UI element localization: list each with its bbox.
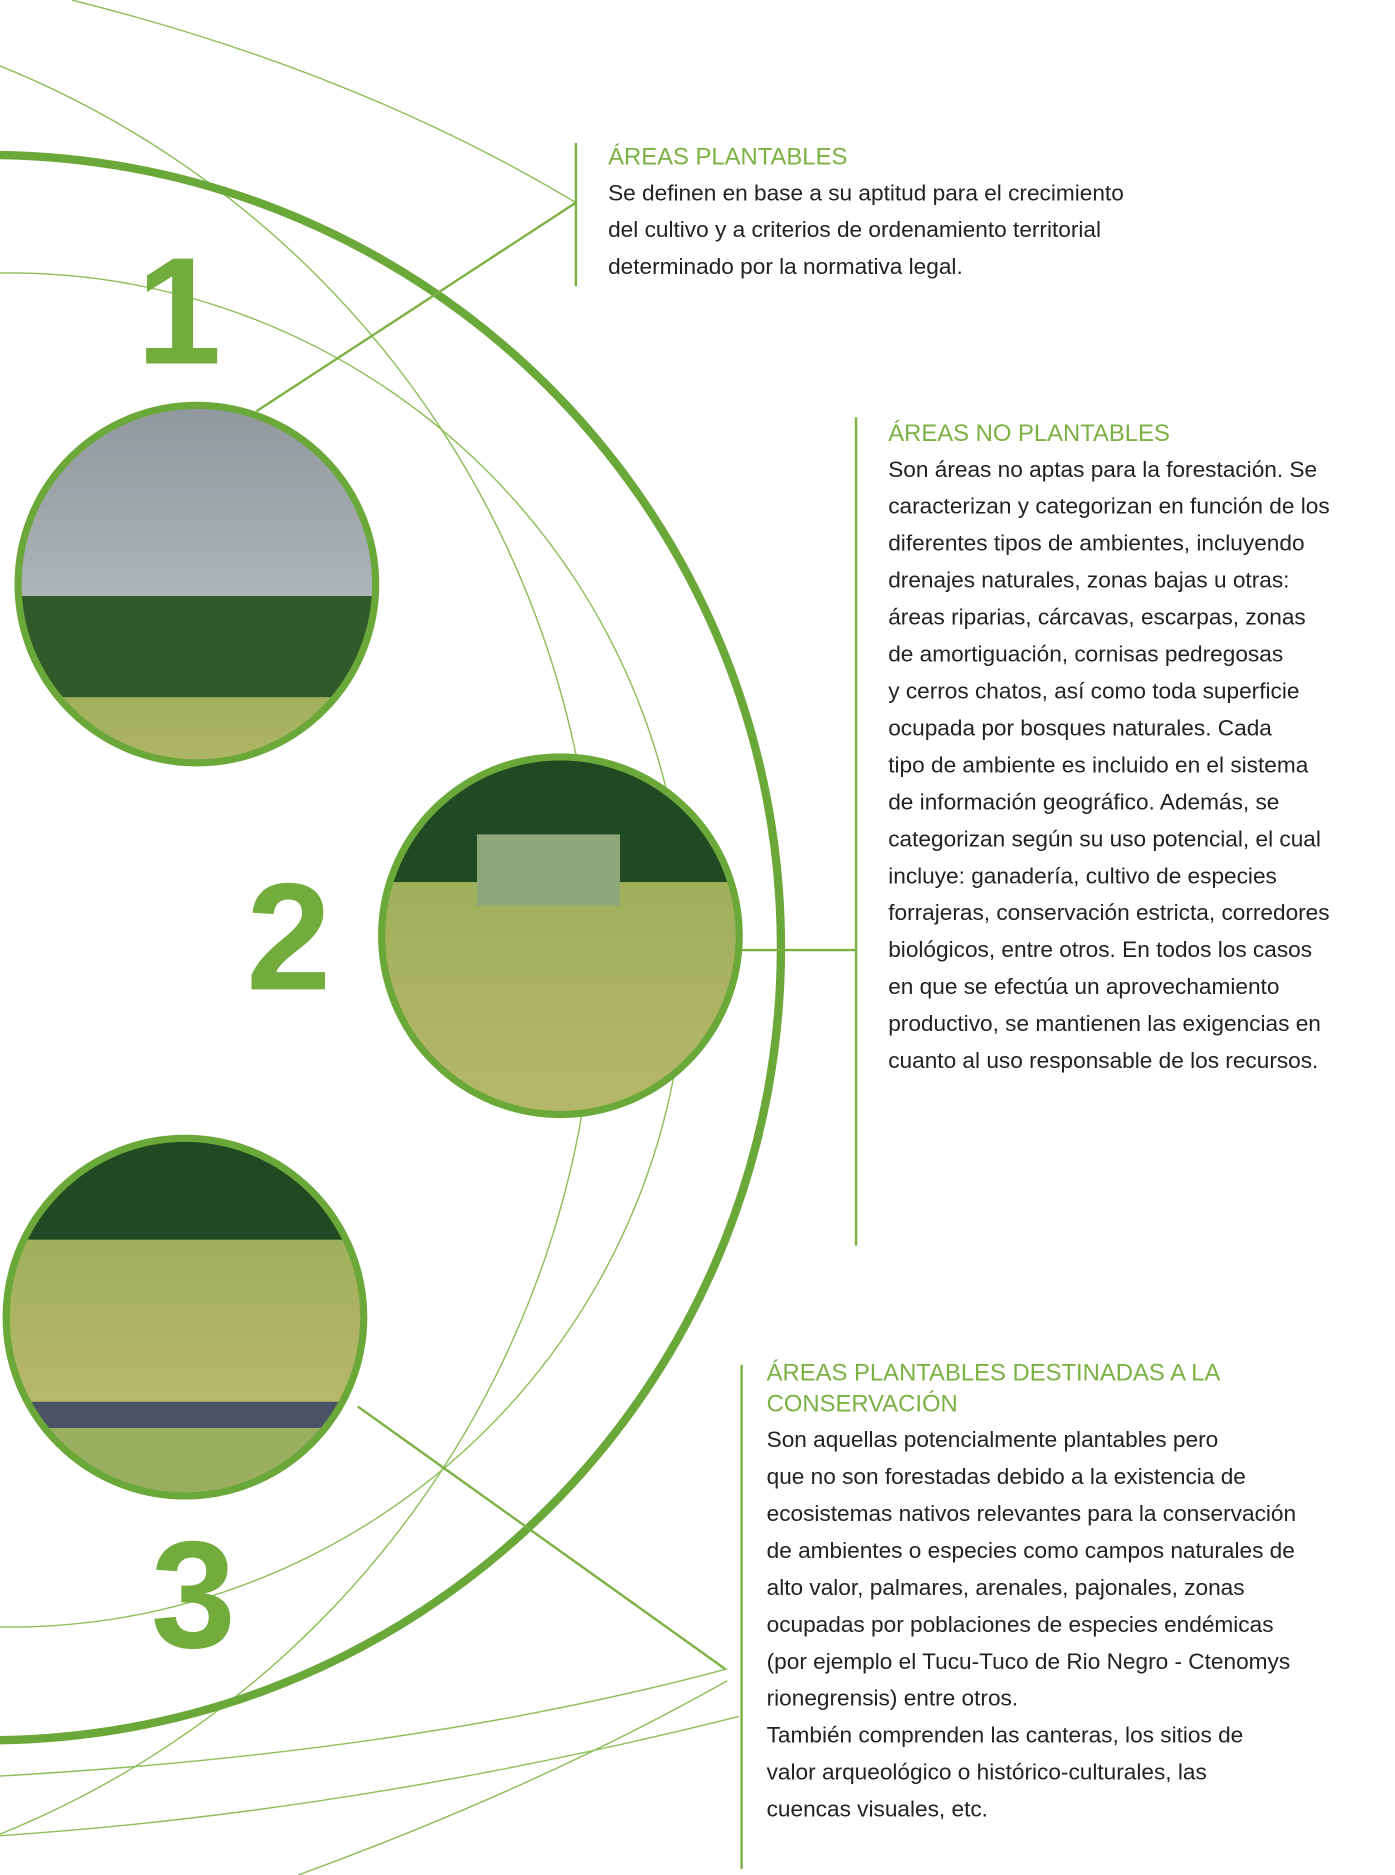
section-heading: ÁREAS PLANTABLES DESTINADAS A LA xyxy=(767,1359,1221,1386)
body-line: caracterizan y categorizan en función de… xyxy=(888,494,1329,519)
section-heading: ÁREAS NO PLANTABLES xyxy=(888,420,1170,447)
body-line: valor arqueológico o histórico-culturale… xyxy=(767,1760,1207,1785)
body-line: determinado por la normativa legal. xyxy=(608,254,963,279)
body-line: forrajeras, conservación estricta, corre… xyxy=(888,900,1329,925)
body-line: rionegrensis) entre otros. xyxy=(767,1686,1019,1711)
body-line: de información geográfico. Además, se xyxy=(888,789,1279,814)
body-line: y cerros chatos, así como toda superfici… xyxy=(888,679,1299,704)
body-line: cuanto al uso responsable de los recurso… xyxy=(888,1048,1318,1073)
section-number: 2 xyxy=(246,852,331,1022)
body-line: de ambientes o especies como campos natu… xyxy=(767,1538,1295,1563)
body-line: ocupada por bosques naturales. Cada xyxy=(888,715,1272,740)
body-line: en que se efectúa un aprovechamiento xyxy=(888,974,1279,999)
body-line: También comprenden las canteras, los sit… xyxy=(767,1723,1244,1748)
body-line: ocupadas por poblaciones de especies end… xyxy=(767,1612,1274,1637)
photo-frames xyxy=(2,401,743,1500)
body-line: Se definen en base a su aptitud para el … xyxy=(608,180,1124,205)
body-line: alto valor, palmares, arenales, pajonale… xyxy=(767,1575,1245,1600)
body-line: tipo de ambiente es incluido en el siste… xyxy=(888,752,1308,777)
body-line: incluye: ganadería, cultivo de especies xyxy=(888,863,1277,888)
connectors xyxy=(255,143,858,1870)
body-line: del cultivo y a criterios de ordenamient… xyxy=(608,217,1101,242)
section-heading: CONSERVACIÓN xyxy=(767,1390,958,1417)
photo xyxy=(18,405,376,763)
photo xyxy=(6,1138,364,1496)
section-number: 1 xyxy=(137,227,222,397)
body-line: categorizan según su uso potencial, el c… xyxy=(888,826,1321,851)
body-line: cuencas visuales, etc. xyxy=(767,1797,988,1822)
body-line: de amortiguación, cornisas pedregosas xyxy=(888,642,1283,667)
body-line: biológicos, entre otros. En todos los ca… xyxy=(888,937,1312,962)
section-heading: ÁREAS PLANTABLES xyxy=(608,143,847,170)
thick-arc xyxy=(0,151,785,1745)
body-line: drenajes naturales, zonas bajas u otras: xyxy=(888,568,1289,593)
body-line: áreas riparias, cárcavas, escarpas, zona… xyxy=(888,605,1306,630)
body-line: Son áreas no aptas para la forestación. … xyxy=(888,457,1317,482)
body-line: que no son forestadas debido a la existe… xyxy=(767,1464,1246,1489)
body-line: ecosistemas nativos relevantes para la c… xyxy=(767,1501,1296,1526)
section-number: 3 xyxy=(151,1510,236,1680)
body-line: productivo, se mantienen las exigencias … xyxy=(888,1011,1321,1036)
body-line: (por ejemplo el Tucu-Tuco de Rio Negro -… xyxy=(767,1649,1291,1674)
photo xyxy=(381,756,740,1115)
body-line: Son aquellas potencialmente plantables p… xyxy=(767,1427,1219,1452)
body-line: diferentes tipos de ambientes, incluyend… xyxy=(888,531,1304,556)
